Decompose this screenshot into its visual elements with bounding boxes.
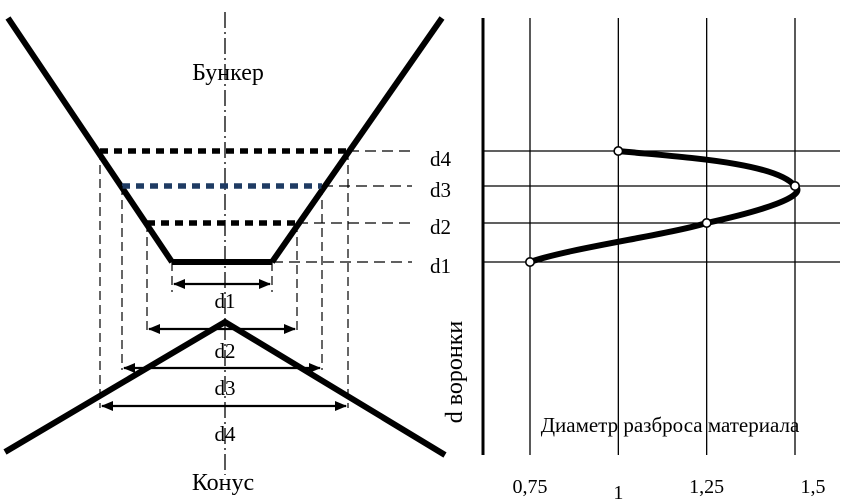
horizontal-grid: [483, 150, 840, 263]
projection-lines: [99, 151, 349, 408]
level-guide-lines: [272, 150, 412, 263]
data-point-d3: [789, 181, 800, 192]
level-label-d3: d3: [430, 178, 451, 202]
vertical-grid: [529, 18, 796, 455]
hopper-wall-left: [5, 16, 175, 264]
x-tick-labels: 0,75 1 1,25 1,5: [513, 476, 826, 499]
level-label-d4: d4: [430, 147, 452, 171]
level-label-d2: d2: [430, 215, 451, 239]
dimension-arrows: [101, 279, 347, 411]
cone-outline: [3, 318, 447, 458]
x-tick-label: 1,5: [801, 476, 826, 498]
cone-label: Конус: [192, 470, 254, 496]
x-axis-label: Диаметр разброса материала: [541, 413, 800, 437]
level-label-d1: d1: [430, 254, 451, 278]
data-point-d2: [701, 218, 712, 229]
x-tick-label: 0,75: [513, 476, 548, 498]
hopper-wall-right: [269, 16, 445, 264]
hopper-label: Бункер: [192, 60, 264, 86]
distribution-curve: [527, 148, 801, 265]
y-axis-label: d воронки: [442, 321, 468, 424]
dimension-label-d4: d4: [215, 422, 237, 446]
dimension-label-d1: d1: [215, 289, 236, 313]
data-point-d1: [524, 256, 535, 267]
x-tick-label: 1,25: [689, 476, 724, 498]
dimension-label-d2: d2: [215, 339, 236, 363]
hopper-schematic: Бункер Конус d1 d2 d3 d4 d4 d3 d2 d1: [3, 12, 452, 496]
dimension-label-d3: d3: [215, 376, 236, 400]
x-tick-label: 1: [613, 482, 623, 499]
data-points: [524, 146, 800, 267]
data-point-d4: [613, 146, 624, 157]
chart-area: d воронки Диаметр разброса материала 0,7…: [442, 18, 840, 499]
